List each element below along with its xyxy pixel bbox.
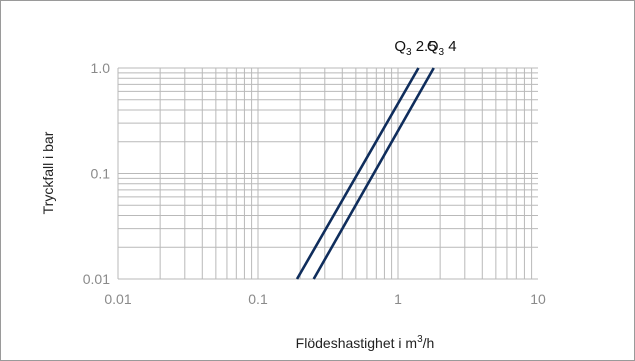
- series-line: [312, 67, 435, 280]
- series-labels: Q3 2.5Q3 4: [394, 38, 456, 58]
- x-tick-label: 0.1: [248, 291, 268, 307]
- x-tick-label: 10: [530, 291, 546, 307]
- grid-lines: [117, 67, 538, 280]
- x-tick-label: 1: [394, 291, 402, 307]
- series-label: Q3 2.5: [394, 38, 436, 58]
- series-lines: [295, 67, 435, 280]
- x-axis-label: Flödeshastighet i m3/h: [296, 334, 435, 351]
- x-tick-label: 0.01: [104, 291, 131, 307]
- y-axis-label: Tryckfall i bar: [40, 131, 56, 214]
- series-line: [295, 67, 420, 280]
- series-label: Q3 4: [427, 38, 457, 58]
- y-tick-label: 0.1: [91, 166, 111, 182]
- tick-labels: 0.01 0.1 1 10 0.01 0.1 1.0: [83, 60, 546, 307]
- y-tick-label: 0.01: [83, 271, 110, 287]
- y-tick-label: 1.0: [91, 60, 111, 76]
